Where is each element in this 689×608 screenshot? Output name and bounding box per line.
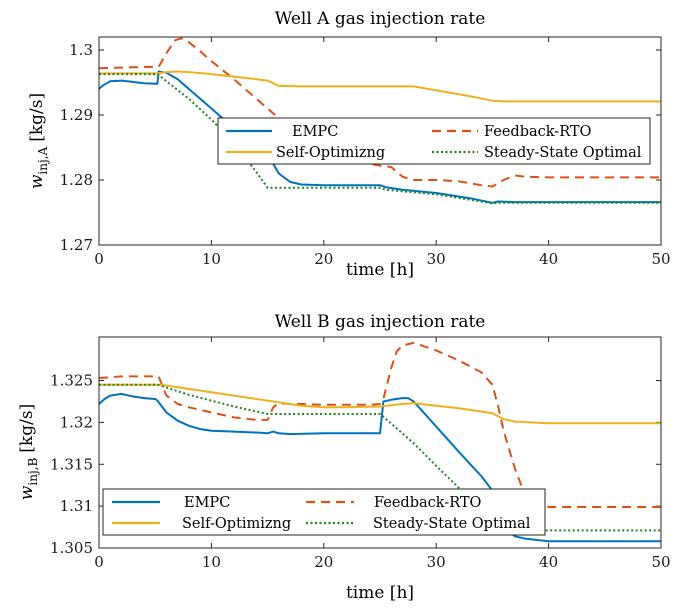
chart-b-ylabel-symbol: w (17, 485, 37, 500)
chart-a-legend: EMPC Feedback-RTO Self-Optimizng Steady-… (218, 118, 650, 164)
chart-b-y-tick-label: 1.31 (60, 497, 93, 515)
chart-a-legend-label-steady-state: Steady-State Optimal (484, 145, 642, 161)
chart-b-x-tick-label: 50 (651, 553, 670, 571)
chart-a-y-tick-label: 1.29 (60, 106, 93, 124)
chart-b-legend-label-self-optimizing: Self-Optimizng (182, 516, 291, 532)
chart-panel-b: Well B gas injection rate 0 10 20 30 40 50 1.3… (17, 312, 671, 603)
chart-b-legend: EMPC Feedback-RTO Self-Optimizng Steady-… (103, 489, 545, 535)
chart-a-ylabel-subscript: inj,A (36, 146, 50, 174)
chart-b-y-tick-label: 1.32 (60, 413, 93, 431)
chart-b-x-tick-label: 40 (539, 553, 558, 571)
chart-a-y-tick-label: 1.27 (60, 236, 93, 254)
chart-b-x-tick-label: 10 (202, 553, 221, 571)
chart-a-x-tick-label: 50 (651, 250, 670, 268)
chart-a-x-axis-label: time [h] (346, 260, 414, 280)
chart-b-legend-label-feedback-rto: Feedback-RTO (374, 495, 482, 511)
chart-a-y-axis-label: winj,A [kg/s] (27, 93, 50, 189)
chart-panel-a: Well A gas injection rate 0 10 20 30 40 50 1.2… (27, 9, 671, 280)
chart-a-legend-label-empc: EMPC (292, 124, 338, 140)
chart-a-x-tick-label: 10 (202, 250, 221, 268)
chart-a-y-tick-label: 1.3 (69, 41, 93, 59)
chart-b-ylabel-unit: [kg/s] (17, 404, 37, 453)
chart-a-ylabel-symbol: w (27, 174, 47, 189)
chart-a-y-tick-label: 1.28 (60, 171, 93, 189)
chart-b-x-axis-label: time [h] (346, 583, 414, 603)
chart-b-x-tick-label: 30 (427, 553, 446, 571)
chart-b-y-tick-label: 1.305 (50, 539, 93, 557)
chart-b-x-tick-label: 0 (94, 553, 104, 571)
chart-b-ylabel-subscript: inj,B (26, 458, 40, 486)
chart-a-x-tick-label: 40 (539, 250, 558, 268)
chart-a-x-tick-label: 30 (427, 250, 446, 268)
chart-b-legend-label-empc: EMPC (184, 495, 230, 511)
chart-a-x-tick-label: 0 (94, 250, 104, 268)
chart-a-title: Well A gas injection rate (275, 9, 486, 29)
chart-a-ylabel-unit: [kg/s] (27, 93, 47, 142)
chart-b-y-tick-label: 1.325 (50, 372, 93, 390)
chart-a-legend-label-self-optimizing: Self-Optimizng (276, 145, 385, 161)
chart-b-title: Well B gas injection rate (275, 312, 486, 332)
chart-b-x-tick-label: 20 (314, 553, 333, 571)
chart-b-y-tick-label: 1.315 (50, 455, 93, 473)
chart-a-legend-label-feedback-rto: Feedback-RTO (484, 124, 592, 140)
chart-b-legend-label-steady-state: Steady-State Optimal (373, 516, 531, 532)
chart-a-x-tick-label: 20 (314, 250, 333, 268)
chart-b-y-axis-label: winj,B [kg/s] (17, 404, 40, 500)
